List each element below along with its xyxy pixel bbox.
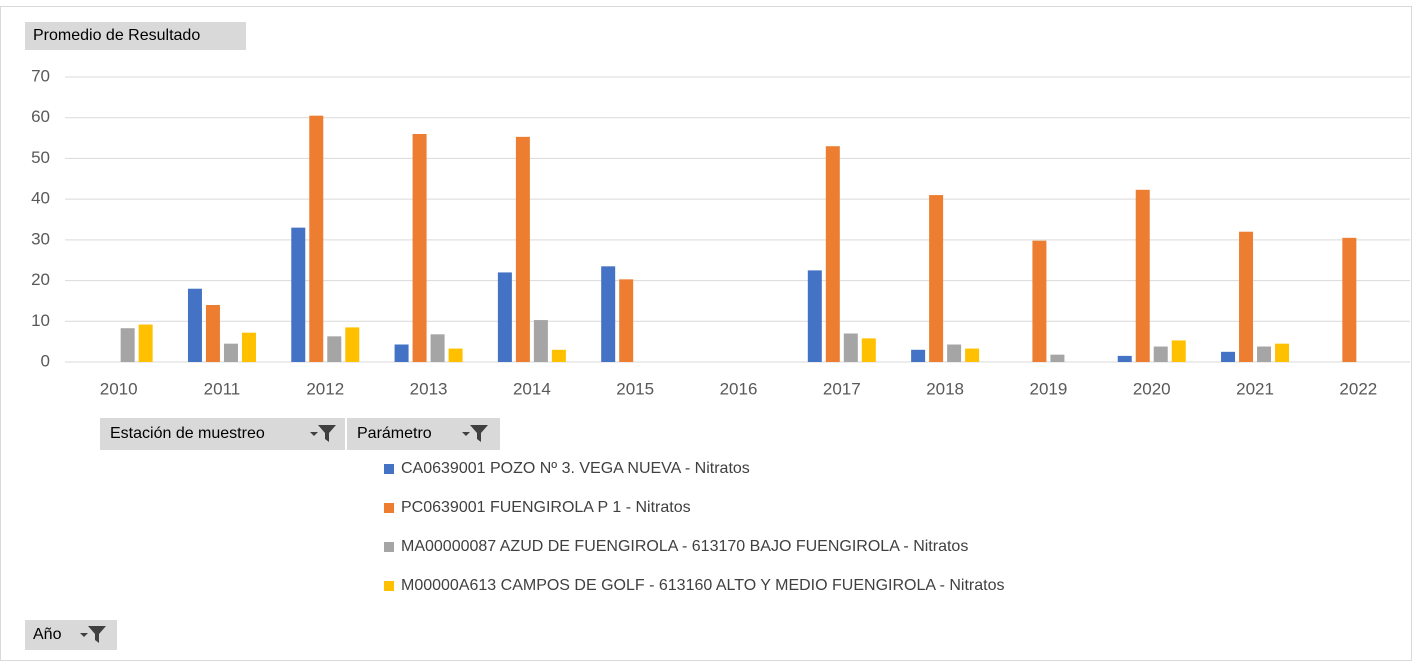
bar	[291, 227, 306, 362]
bar	[515, 136, 530, 362]
bar	[448, 348, 463, 362]
bar	[1117, 355, 1132, 362]
x-tick-label: 2013	[410, 379, 448, 398]
legend-field-button[interactable]	[100, 418, 345, 450]
legend-field-button[interactable]	[347, 418, 500, 450]
legend-label: M00000A613 CAMPOS DE GOLF - 613160 ALTO …	[401, 577, 1005, 594]
x-tick-label: 2017	[823, 379, 861, 398]
x-tick-label: 2011	[204, 379, 241, 398]
x-tick-label: 2015	[616, 379, 654, 398]
y-tick-label: 70	[31, 66, 50, 85]
bar	[241, 332, 256, 362]
bar	[187, 288, 202, 362]
bar	[825, 146, 840, 362]
bar	[1342, 237, 1357, 362]
bar	[223, 343, 238, 362]
bar	[394, 344, 409, 362]
x-tick-label: 2019	[1030, 379, 1068, 398]
y-tick-label: 60	[31, 107, 50, 126]
bar	[1257, 346, 1272, 362]
value-field-label: Promedio de Resultado	[33, 27, 200, 44]
bar	[843, 333, 858, 362]
bar	[1221, 351, 1236, 362]
filter-icon	[310, 425, 336, 442]
legend-label: MA00000087 AZUD DE FUENGIROLA - 613170 B…	[401, 538, 968, 555]
legend-field-label: Parámetro	[357, 425, 432, 442]
bar	[345, 327, 360, 362]
legend-swatch	[384, 581, 394, 591]
x-tick-label: 2020	[1133, 379, 1171, 398]
bar	[533, 320, 548, 362]
bar	[619, 279, 634, 362]
legend-label: PC0639001 FUENGIROLA P 1 - Nitratos	[401, 499, 691, 516]
bar	[1153, 346, 1168, 362]
bar	[551, 349, 566, 362]
bar	[947, 344, 962, 362]
x-tick-label: 2021	[1236, 379, 1274, 398]
axis-field-label: Año	[33, 626, 62, 643]
bar	[430, 334, 445, 362]
x-tick-label: 2014	[513, 379, 551, 398]
legend-swatch	[384, 503, 394, 513]
bar	[601, 266, 616, 362]
bar	[1135, 189, 1150, 362]
bar	[138, 324, 153, 362]
bar	[1050, 354, 1065, 362]
y-tick-label: 30	[31, 229, 50, 248]
y-tick-label: 0	[41, 351, 50, 370]
legend-label: CA0639001 POZO Nº 3. VEGA NUEVA - Nitrat…	[401, 460, 750, 477]
bar	[327, 336, 342, 362]
bar	[205, 305, 220, 362]
filter-icon	[80, 626, 106, 643]
legend-field-label: Estación de muestreo	[110, 425, 265, 442]
y-tick-label: 20	[31, 270, 50, 289]
x-tick-label: 2018	[926, 379, 964, 398]
bar	[309, 115, 324, 362]
value-field-button[interactable]	[25, 22, 246, 50]
x-tick-label: 2010	[100, 379, 138, 398]
bar	[929, 195, 944, 362]
legend-swatch	[384, 542, 394, 552]
bar	[807, 270, 822, 362]
x-tick-label: 2012	[306, 379, 344, 398]
y-tick-label: 40	[31, 189, 50, 208]
bar	[1275, 343, 1290, 362]
bar	[412, 134, 427, 362]
bar	[497, 272, 512, 362]
y-tick-label: 50	[31, 148, 50, 167]
bar	[861, 338, 876, 362]
legend-swatch	[384, 464, 394, 474]
bar	[120, 328, 135, 362]
x-tick-label: 2022	[1339, 379, 1377, 398]
axis-field-button[interactable]	[25, 620, 117, 650]
filter-icon	[462, 425, 488, 442]
x-tick-label: 2016	[720, 379, 758, 398]
bar	[1239, 231, 1254, 362]
bar	[1171, 340, 1186, 362]
chart-border	[0, 6, 1412, 661]
bar	[911, 349, 926, 362]
bar	[1032, 240, 1047, 362]
bar	[965, 348, 980, 362]
y-tick-label: 10	[31, 311, 50, 330]
